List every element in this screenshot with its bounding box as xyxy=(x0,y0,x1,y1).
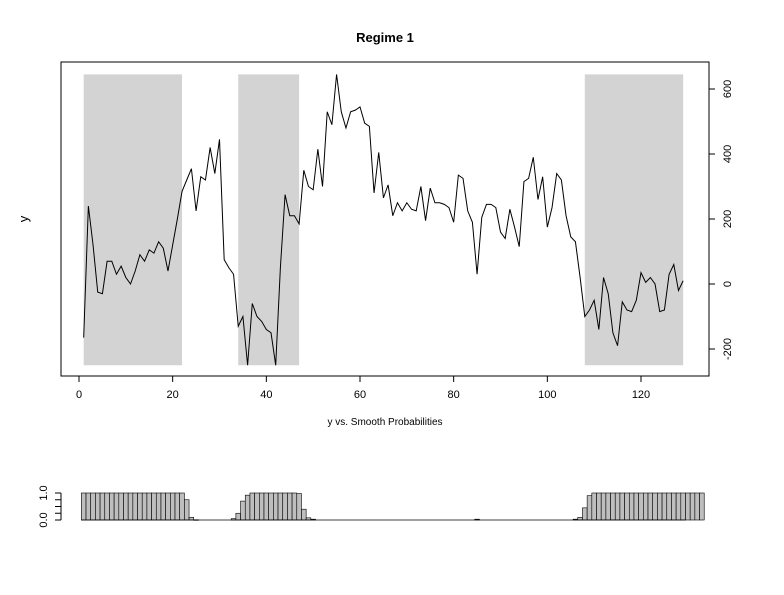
shaded-region-2 xyxy=(238,74,300,366)
y-tick-label: -200 xyxy=(722,338,734,360)
probability-bar xyxy=(685,492,691,521)
probability-bar xyxy=(600,492,607,521)
probability-bar xyxy=(113,492,120,521)
probability-bar xyxy=(605,492,611,521)
probability-bar xyxy=(675,492,682,521)
probability-bar xyxy=(694,492,700,521)
probability-bar xyxy=(85,492,92,521)
probability-bar xyxy=(282,492,288,521)
probability-bar xyxy=(291,492,298,521)
probability-bar xyxy=(666,492,672,521)
probability-bar xyxy=(287,492,293,521)
probability-bar xyxy=(628,492,635,521)
probability-bar xyxy=(155,492,162,521)
probability-bar xyxy=(263,492,269,521)
probability-bar xyxy=(689,492,696,521)
shaded-region-3 xyxy=(584,74,684,366)
prob-y-tick-label: 1.0 xyxy=(38,485,50,500)
probability-bar xyxy=(619,492,625,521)
shaded-region-1 xyxy=(83,74,183,366)
y-axis-right: -200 0 200 400 600 xyxy=(709,80,734,360)
probability-bars xyxy=(81,492,705,521)
probability-bar xyxy=(118,492,124,521)
probability-bar xyxy=(141,492,148,521)
y-axis-label: y xyxy=(16,215,31,222)
probability-bar xyxy=(109,492,115,521)
chart-title: Regime 1 xyxy=(356,30,414,45)
y-tick-label: 200 xyxy=(722,210,734,228)
regime-shaded-regions xyxy=(83,74,684,366)
probability-bar xyxy=(586,495,593,521)
probability-bar xyxy=(643,492,649,521)
x-tick-label: 60 xyxy=(354,389,366,401)
probability-bar xyxy=(99,492,106,521)
y-tick-label: 0 xyxy=(722,281,734,287)
probability-bar xyxy=(81,492,87,521)
probability-bar xyxy=(132,492,138,521)
probability-bar xyxy=(657,492,663,521)
probability-bar xyxy=(652,492,658,521)
probability-bar xyxy=(301,508,307,521)
x-tick-label: 20 xyxy=(167,389,179,401)
y-tick-label: 600 xyxy=(722,80,734,98)
probability-bar xyxy=(165,492,171,521)
x-axis-label: y vs. Smooth Probabilities xyxy=(327,417,442,428)
probability-bar xyxy=(160,492,166,521)
probability-bar xyxy=(638,492,644,521)
probability-bar xyxy=(240,500,246,521)
probability-bar xyxy=(254,492,260,521)
probability-bar xyxy=(127,492,134,521)
probability-bar xyxy=(146,492,152,521)
series-line xyxy=(83,74,684,366)
y-tick-label: 400 xyxy=(722,145,734,163)
probability-bar xyxy=(591,492,597,521)
probability-bar xyxy=(624,492,630,521)
probability-bar xyxy=(137,492,143,521)
probability-bar xyxy=(633,492,639,521)
probability-bar xyxy=(661,492,668,521)
probability-bar xyxy=(179,492,185,521)
x-tick-label: 100 xyxy=(538,389,556,401)
prob-y-tick-label: 0.0 xyxy=(38,512,50,527)
regime-line-chart: Regime 1 0 20 40 60 80 100 120 -2000200400600 … xyxy=(16,30,734,428)
probability-bar xyxy=(699,492,705,521)
probability-bar xyxy=(151,492,157,521)
smooth-probability-chart: 0.0 1.0 xyxy=(38,485,705,528)
x-tick-label: 80 xyxy=(448,389,460,401)
probability-bar xyxy=(582,507,588,521)
x-axis: 0 20 40 60 80 100 120 xyxy=(76,376,650,401)
probability-bar xyxy=(273,492,279,521)
probability-bar xyxy=(680,492,686,521)
probability-bar xyxy=(277,492,284,521)
probability-bar xyxy=(577,516,583,521)
probability-bar xyxy=(614,492,621,521)
probability-bar xyxy=(104,492,110,521)
probability-bar xyxy=(184,499,190,521)
x-tick-label: 0 xyxy=(76,389,82,401)
probability-bar xyxy=(596,492,602,521)
probability-bar xyxy=(235,512,241,521)
probability-bar xyxy=(268,492,274,521)
probability-bar xyxy=(647,492,654,521)
probability-bar xyxy=(188,516,195,521)
x-tick-label: 120 xyxy=(632,389,650,401)
probability-bar xyxy=(174,492,180,521)
probability-bar xyxy=(244,494,251,521)
x-tick-label: 40 xyxy=(260,389,272,401)
probability-bar xyxy=(610,492,616,521)
probability-bar xyxy=(249,492,255,521)
probability-bar xyxy=(170,492,176,521)
probability-bar xyxy=(671,492,677,521)
probability-bar xyxy=(95,492,101,521)
probability-bar xyxy=(90,492,96,521)
probability-y-axis: 0.0 1.0 xyxy=(38,485,62,528)
probability-bar xyxy=(259,492,265,521)
probability-bar xyxy=(123,492,129,521)
probability-bar xyxy=(296,493,302,521)
